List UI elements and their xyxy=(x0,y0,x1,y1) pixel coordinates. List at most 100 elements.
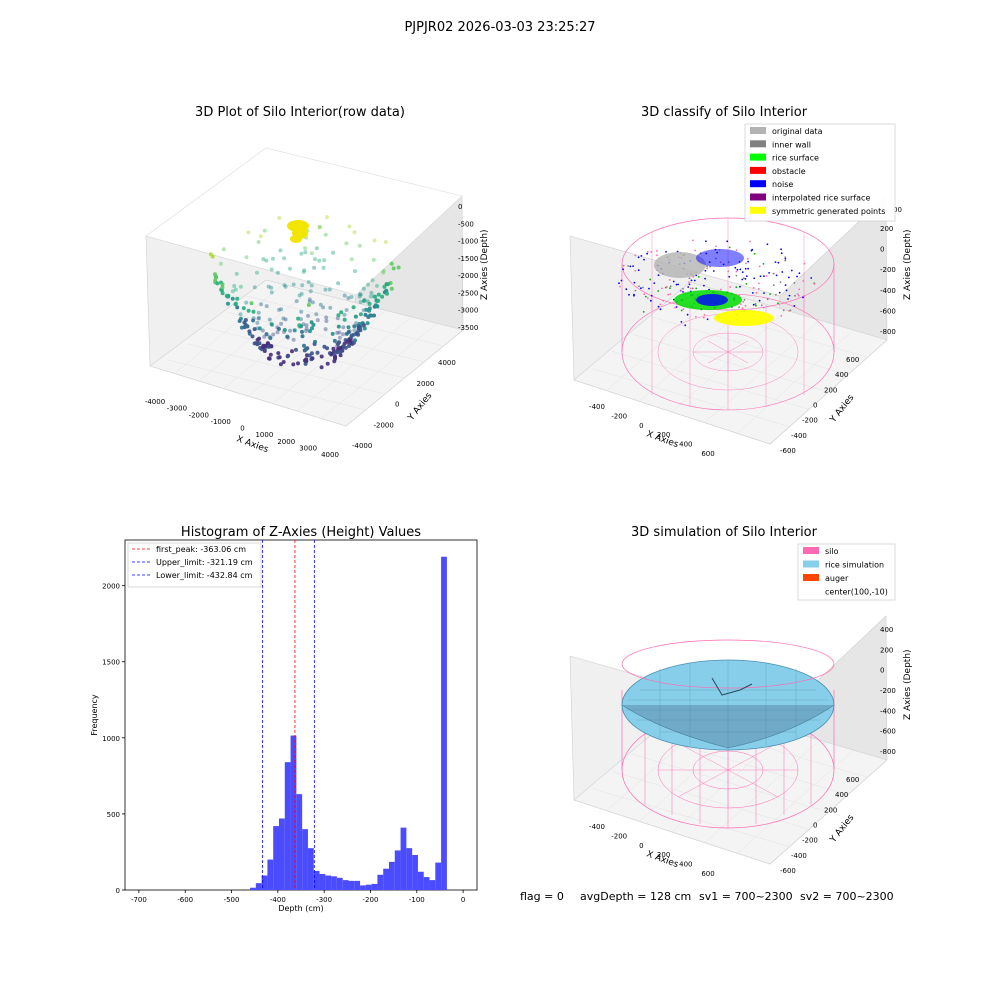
classified-point xyxy=(803,262,806,265)
classified-point xyxy=(728,246,731,249)
classified-point xyxy=(747,260,749,263)
scatter-point xyxy=(303,361,308,366)
classified-point xyxy=(779,281,782,283)
x-tick-label: 200 xyxy=(657,851,670,859)
scatter-point xyxy=(385,291,389,296)
classified-point xyxy=(736,268,739,271)
classified-point xyxy=(634,289,637,292)
classified-point xyxy=(704,269,707,272)
x-tick-label: -3000 xyxy=(167,405,187,413)
scatter-point xyxy=(264,258,269,263)
scatter-point xyxy=(220,285,225,290)
grid-line xyxy=(611,351,810,410)
scatter-point xyxy=(369,313,374,318)
classified-point xyxy=(738,306,740,308)
classified-point xyxy=(788,294,791,297)
classified-point xyxy=(766,243,769,246)
scatter-point xyxy=(257,315,261,320)
classified-point xyxy=(793,282,796,284)
z-tick-label: -200 xyxy=(880,266,896,274)
classified-point xyxy=(643,258,645,261)
x-tick-label: 1000 xyxy=(255,431,273,439)
grid-line xyxy=(174,277,292,374)
y-tick-label: 400 xyxy=(835,371,848,379)
yellow-cluster-raw xyxy=(287,220,309,243)
classified-point xyxy=(813,283,816,285)
scatter-point xyxy=(304,329,308,333)
x-tick-label: 400 xyxy=(679,441,692,449)
classified-point xyxy=(656,254,658,257)
histogram-bar xyxy=(371,883,378,890)
classified-point xyxy=(751,248,754,251)
scatter-point xyxy=(252,285,257,290)
histogram-x-tick-label: -100 xyxy=(409,896,425,904)
scatter-point xyxy=(373,303,378,308)
classified-point xyxy=(763,292,765,294)
histogram-x-tick-label: -500 xyxy=(224,896,240,904)
classified-point xyxy=(689,287,692,290)
scatter-point xyxy=(346,325,351,330)
scatter-point xyxy=(324,315,329,320)
x-tick-label: 0 xyxy=(240,425,244,433)
classified-point xyxy=(739,268,742,271)
scatter-point xyxy=(321,305,326,310)
classified-point xyxy=(649,299,652,302)
scatter-point xyxy=(342,317,347,322)
scatter-point xyxy=(269,322,274,327)
scatter-point xyxy=(301,322,306,327)
legend-swatch xyxy=(803,574,819,581)
classified-point xyxy=(777,302,779,305)
scatter-point xyxy=(349,257,354,262)
scatter-point xyxy=(279,307,284,312)
scatter-point xyxy=(278,248,283,253)
scatter-point xyxy=(346,296,351,301)
scatter-point xyxy=(221,247,226,252)
classified-point xyxy=(705,240,707,243)
grid-line xyxy=(223,292,341,389)
classified-point xyxy=(680,321,683,323)
scatter-point xyxy=(336,324,341,329)
ylabel-raw: Y Axies xyxy=(406,391,435,424)
classified-point xyxy=(798,272,801,275)
x-tick-label: 0 xyxy=(639,422,643,430)
classified-point xyxy=(647,297,649,299)
scatter-point xyxy=(336,281,341,286)
scatter-point xyxy=(235,305,240,310)
scatter-point xyxy=(331,346,336,351)
scatter-point xyxy=(342,293,347,298)
scatter-point xyxy=(376,298,381,303)
legend-label: interpolated rice surface xyxy=(772,194,870,203)
scatter-point xyxy=(321,265,326,270)
status-sv2: sv2 = 700~2300 xyxy=(800,890,894,903)
scatter-point xyxy=(262,334,267,339)
classified-point xyxy=(702,316,705,319)
classified-point xyxy=(803,295,806,298)
scatter-point xyxy=(214,275,219,280)
histogram-bar xyxy=(325,875,332,890)
scatter-point xyxy=(276,351,281,356)
classified-point xyxy=(634,269,637,272)
scatter-point xyxy=(357,243,362,248)
classified-point xyxy=(758,265,761,268)
classified-point xyxy=(751,292,754,294)
classified-point xyxy=(642,286,644,289)
classified-point xyxy=(644,295,647,298)
histogram-bar xyxy=(360,885,366,890)
scatter-point xyxy=(375,283,379,288)
classified-point xyxy=(768,272,770,274)
scatter-point xyxy=(233,287,238,292)
scatter-point xyxy=(296,361,300,366)
scatter-point xyxy=(246,230,251,235)
classified-point xyxy=(727,270,730,273)
z-tick-label: 0 xyxy=(880,246,884,254)
z-tick-label: -3000 xyxy=(458,307,478,315)
scatter-point xyxy=(354,321,359,326)
scatter-point xyxy=(268,336,273,340)
classified-point xyxy=(667,293,669,296)
zlabel-classify: Z Axies (Depth) xyxy=(903,229,913,300)
classified-point xyxy=(758,282,760,285)
z-tick-label: -800 xyxy=(880,328,896,336)
scatter-point xyxy=(381,268,386,273)
scatter-point xyxy=(302,268,307,273)
